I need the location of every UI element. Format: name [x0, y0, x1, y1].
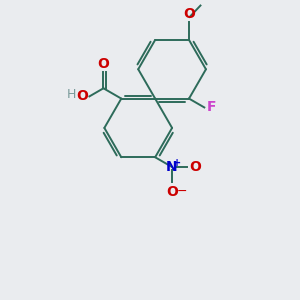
Text: O: O	[98, 57, 110, 70]
Text: O: O	[189, 160, 201, 174]
Text: H: H	[67, 88, 76, 101]
Text: −: −	[177, 185, 188, 198]
Text: O: O	[166, 185, 178, 200]
Text: O: O	[76, 89, 88, 103]
Text: F: F	[207, 100, 216, 114]
Text: O: O	[183, 7, 195, 21]
Text: N: N	[166, 160, 178, 174]
Text: +: +	[173, 158, 181, 168]
